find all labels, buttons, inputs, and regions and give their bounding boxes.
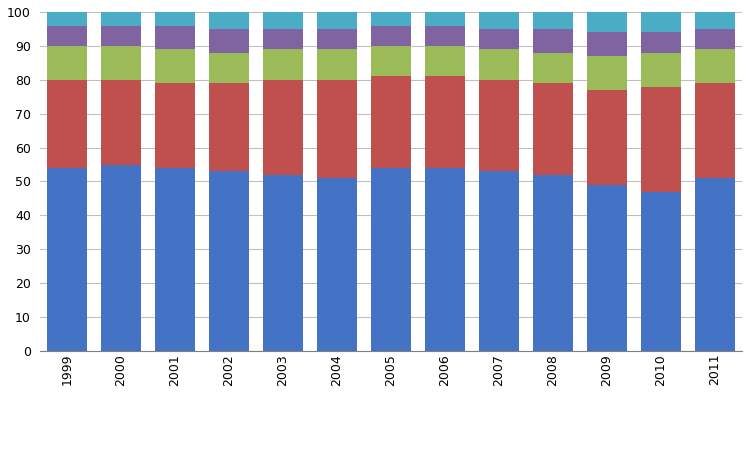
Bar (371, 76, 411, 168)
Bar (263, 80, 303, 175)
Bar (479, 49, 519, 80)
Bar (695, 83, 736, 178)
Bar (154, 12, 195, 26)
Bar (695, 49, 736, 83)
Bar (695, 12, 736, 29)
Bar (154, 49, 195, 83)
Bar (263, 12, 303, 29)
Bar (479, 171, 519, 351)
Bar (586, 12, 627, 32)
Bar (586, 185, 627, 351)
Bar (641, 12, 682, 32)
Bar (263, 49, 303, 80)
Bar (154, 168, 195, 351)
Bar (479, 29, 519, 49)
Bar (425, 76, 465, 168)
Bar (100, 80, 141, 165)
Bar (100, 26, 141, 46)
Bar (317, 80, 357, 178)
Bar (479, 80, 519, 171)
Bar (46, 46, 87, 80)
Bar (154, 26, 195, 49)
Bar (317, 29, 357, 49)
Bar (425, 12, 465, 26)
Bar (317, 12, 357, 29)
Bar (100, 46, 141, 80)
Bar (533, 12, 573, 29)
Bar (371, 12, 411, 26)
Bar (371, 168, 411, 351)
Bar (533, 53, 573, 83)
Bar (641, 192, 682, 351)
Bar (425, 26, 465, 46)
Bar (695, 29, 736, 49)
Bar (263, 175, 303, 351)
Bar (100, 165, 141, 351)
Bar (154, 83, 195, 168)
Bar (46, 168, 87, 351)
Bar (46, 12, 87, 26)
Bar (425, 168, 465, 351)
Bar (586, 32, 627, 56)
Bar (209, 29, 249, 53)
Bar (46, 80, 87, 168)
Bar (695, 178, 736, 351)
Bar (263, 29, 303, 49)
Bar (100, 12, 141, 26)
Bar (46, 26, 87, 46)
Bar (533, 175, 573, 351)
Bar (425, 46, 465, 76)
Bar (533, 29, 573, 53)
Bar (641, 32, 682, 53)
Bar (317, 178, 357, 351)
Bar (371, 46, 411, 76)
Bar (371, 26, 411, 46)
Bar (533, 83, 573, 175)
Bar (209, 53, 249, 83)
Bar (641, 86, 682, 192)
Bar (317, 49, 357, 80)
Bar (209, 83, 249, 171)
Bar (586, 90, 627, 185)
Bar (209, 12, 249, 29)
Bar (479, 12, 519, 29)
Bar (641, 53, 682, 86)
Bar (586, 56, 627, 90)
Bar (209, 171, 249, 351)
